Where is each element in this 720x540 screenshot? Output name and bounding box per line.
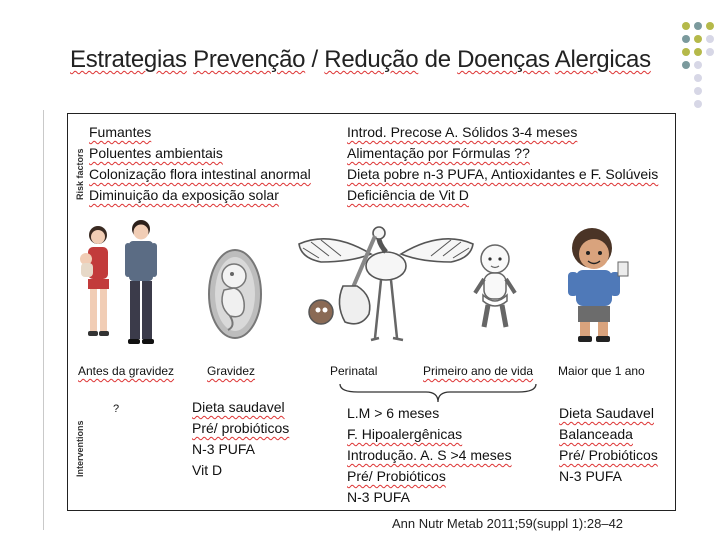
figure-panel: Risk factors Interventions Fumantes Polu… <box>67 113 676 511</box>
boy-illustration <box>568 228 629 342</box>
intervention-item: Pré/ Probióticos <box>559 447 658 463</box>
interventions-first-year: L.M > 6 meses F. Hipoalergênicas Introdu… <box>347 403 512 508</box>
intervention-item: N-3 PUFA <box>347 489 411 505</box>
left-divider <box>43 110 44 530</box>
intervention-item: Dieta saudavel <box>192 399 285 415</box>
citation: Ann Nutr Metab 2011;59(suppl 1):28–42 <box>392 516 624 531</box>
risk-item: Deficiência de Vit D <box>347 187 469 203</box>
intervention-item: Dieta Saudavel <box>559 405 654 421</box>
stork-illustration <box>298 226 474 342</box>
stage-label: Antes da gravidez <box>78 364 175 378</box>
risk-item: Diminuição da exposição solar <box>89 187 279 203</box>
decorative-dots <box>682 22 716 122</box>
couple-illustration <box>80 220 157 344</box>
stage-label: Perinatal <box>330 364 378 378</box>
intervention-item: Vit D <box>192 462 223 478</box>
risk-factors-left: Fumantes Poluentes ambientais Colonizaçã… <box>89 122 311 206</box>
interventions-pregnancy: Dieta saudavel Pré/ probióticos N-3 PUFA… <box>192 397 289 481</box>
baby-illustration <box>473 244 517 328</box>
stage-label: Maior que 1 ano <box>558 364 645 378</box>
intervention-item: L.M > 6 meses <box>347 405 440 421</box>
risk-item: Dieta pobre n-3 PUFA, Antioxidantes e F.… <box>347 166 659 182</box>
intervention-item: Pré/ probióticos <box>192 420 290 436</box>
risk-item: Poluentes ambientais <box>89 145 223 161</box>
risk-factors-right: Introd. Precose A. Sólidos 3-4 meses Ali… <box>347 122 658 206</box>
risk-item: Alimentação por Fórmulas ?? <box>347 145 530 161</box>
risk-item: Colonização flora intestinal anormal <box>89 166 311 182</box>
risk-item: Fumantes <box>89 124 152 140</box>
stage-label: Primeiro ano de vida <box>423 364 534 378</box>
slide-title: Estrategias Prevenção / Redução de Doenç… <box>70 46 651 73</box>
stage-label: Gravidez <box>207 364 256 378</box>
intervention-item: Pré/ Probióticos <box>347 468 446 484</box>
risk-item: Introd. Precose A. Sólidos 3-4 meses <box>347 124 578 140</box>
fetus-illustration <box>208 249 262 339</box>
intervention-item: Introdução. A. S >4 meses <box>347 447 512 463</box>
interventions-older: Dieta Saudavel Balanceada Pré/ Probiótic… <box>559 403 658 487</box>
intervention-item: Balanceada <box>559 426 633 442</box>
intervention-item: N-3 PUFA <box>559 468 623 484</box>
interventions-label: Interventions <box>75 420 85 477</box>
intervention-item: F. Hipoalergênicas <box>347 426 463 442</box>
grouping-brace <box>339 383 537 403</box>
risk-factors-label: Risk factors <box>75 148 85 200</box>
intervention-item: N-3 PUFA <box>192 441 256 457</box>
intervention-unknown: ? <box>113 403 120 415</box>
